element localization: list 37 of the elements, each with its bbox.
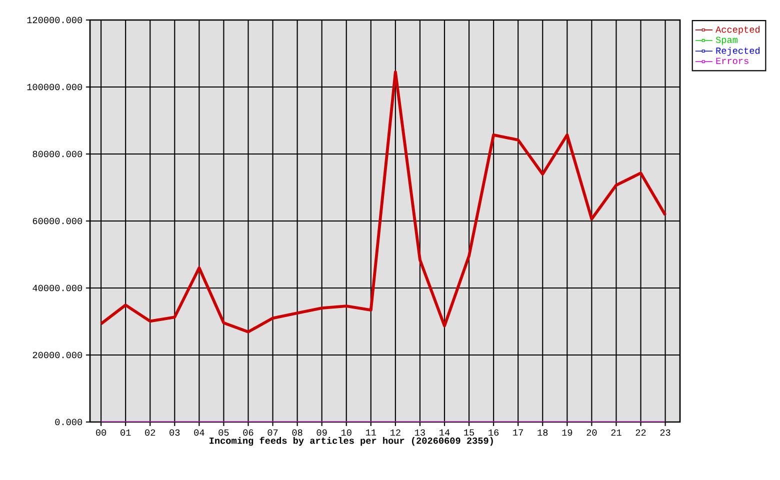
x-tick-label: 20: [586, 429, 597, 436]
x-tick-label: 13: [415, 429, 425, 436]
x-tick-label: 00: [96, 429, 106, 436]
x-tick-label: 11: [366, 429, 376, 436]
x-tick-label: 16: [488, 429, 499, 436]
y-tick-label: 40000.000: [32, 284, 82, 292]
x-tick-label: 18: [538, 429, 548, 436]
line-series: [100, 70, 667, 334]
x-tick-label: 22: [636, 429, 646, 436]
legend-label: Errors: [716, 58, 748, 64]
x-tick-label: 12: [390, 429, 400, 436]
x-tick-label: 03: [170, 429, 180, 436]
x-tick-label: 05: [218, 429, 229, 436]
x-tick-label: 06: [243, 429, 254, 436]
x-tick-label: 04: [194, 429, 204, 436]
x-tick-label: 23: [660, 429, 670, 436]
x-tick-label: 19: [562, 429, 572, 436]
x-tick-label: 21: [611, 429, 622, 436]
y-tick-label: 100000.000: [27, 84, 82, 90]
y-tick-label: 0.000: [55, 418, 82, 426]
legend-label: Spam: [716, 36, 738, 45]
x-tick-label: 07: [268, 429, 278, 436]
y-tick-label: 20000.000: [32, 352, 82, 358]
legend-label: Rejected: [716, 47, 760, 56]
x-axis-title: Incoming feeds by articles per hour (20260609 2359): [210, 436, 493, 446]
y-tick-label: 60000.000: [32, 218, 82, 224]
x-tick-label: 10: [341, 429, 352, 436]
y-tick-label: 80000.000: [32, 150, 82, 158]
x-tick-label: 01: [120, 429, 131, 436]
legend-label: Accepted: [716, 26, 760, 35]
y-tick-label: 120000.000: [27, 16, 82, 24]
x-tick-label: 09: [316, 429, 327, 436]
x-tick-label: 02: [145, 429, 156, 436]
x-tick-label: 15: [464, 429, 474, 436]
x-tick-label: 17: [513, 429, 523, 436]
x-tick-label: 14: [440, 429, 450, 436]
x-tick-label: 08: [292, 429, 302, 436]
